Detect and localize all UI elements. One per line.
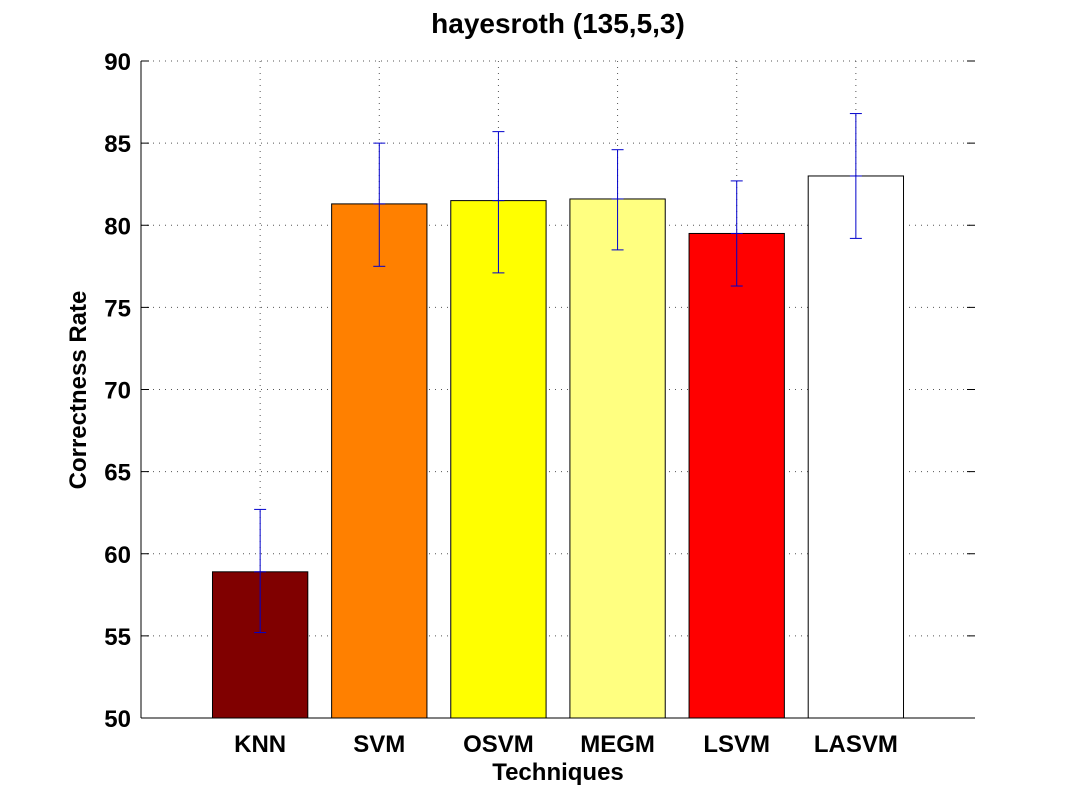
y-tick-label: 50 bbox=[104, 706, 131, 733]
bar-osvm bbox=[450, 200, 547, 719]
y-tick-label: 90 bbox=[104, 49, 131, 76]
x-tick-label: SVM bbox=[353, 731, 405, 758]
y-tick-label: 85 bbox=[104, 131, 131, 158]
bar-lsvm bbox=[688, 232, 785, 719]
y-tick-label: 70 bbox=[104, 378, 131, 405]
x-axis-label: Techniques bbox=[492, 759, 624, 786]
x-tick-labels: KNN SVM OSVM MEGM LSVM LASVM bbox=[234, 731, 898, 758]
bar-lasvm bbox=[807, 175, 905, 719]
bar-svm bbox=[331, 203, 428, 719]
axes bbox=[140, 60, 975, 719]
y-tick-label: 80 bbox=[104, 213, 131, 240]
y-tick-label: 65 bbox=[104, 460, 131, 487]
y-axis-label: Correctness Rate bbox=[65, 291, 92, 490]
x-tick-label: OSVM bbox=[463, 731, 534, 758]
x-tick-label: LASVM bbox=[814, 731, 898, 758]
x-tick-label: MEGM bbox=[580, 731, 655, 758]
bars bbox=[211, 175, 905, 719]
y-tick-label: 60 bbox=[104, 542, 131, 569]
y-tick-label: 75 bbox=[104, 295, 131, 322]
x-tick-label: KNN bbox=[234, 731, 286, 758]
y-tick-label: 55 bbox=[104, 624, 131, 651]
y-tick-labels: 50 55 60 65 70 75 80 85 90 bbox=[104, 49, 131, 733]
x-tick-label: LSVM bbox=[703, 731, 770, 758]
bar-megm bbox=[569, 198, 666, 719]
chart-title: hayesroth (135,5,3) bbox=[431, 8, 685, 39]
error-bars bbox=[254, 113, 862, 634]
